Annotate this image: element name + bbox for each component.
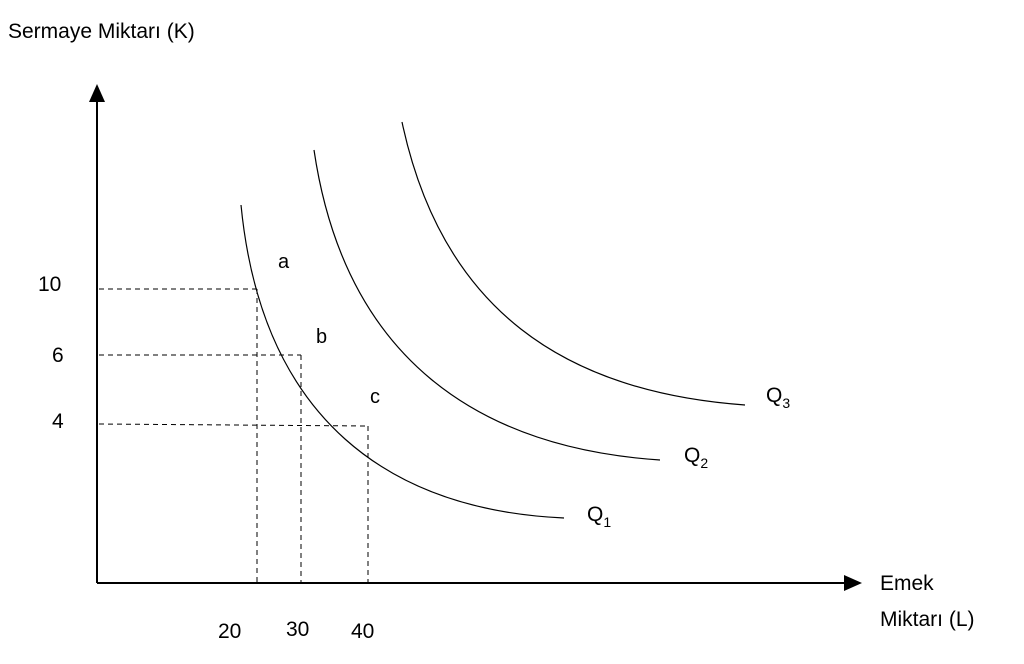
point-label-a: a <box>278 251 290 273</box>
y-tick-label: 6 <box>52 344 64 367</box>
x-tick-label: 40 <box>351 620 374 643</box>
x-axis-title-line2: Miktarı (L) <box>880 608 975 631</box>
x-axis-arrow-icon <box>844 575 862 591</box>
x-tick-label: 20 <box>218 620 241 643</box>
isoquant-curve-q1 <box>240 204 565 519</box>
isoquant-curve-q3 <box>401 121 746 406</box>
isoquant-curve-q2 <box>313 149 661 461</box>
point-label-b: b <box>316 326 327 348</box>
x-tick-label: 30 <box>286 618 309 641</box>
x-axis-title-line1: Emek <box>880 572 934 595</box>
series-label-q1: Q1 <box>587 503 611 530</box>
guide-line-c-horizontal <box>98 423 369 427</box>
point-label-c: c <box>370 386 380 408</box>
y-tick-label: 10 <box>38 273 61 296</box>
y-axis-arrow-icon <box>89 84 105 102</box>
y-tick-label: 4 <box>52 410 64 433</box>
y-axis-title: Sermaye Miktarı (K) <box>8 20 195 43</box>
series-label-q3: Q3 <box>766 384 790 411</box>
series-label-q2: Q2 <box>684 444 708 471</box>
